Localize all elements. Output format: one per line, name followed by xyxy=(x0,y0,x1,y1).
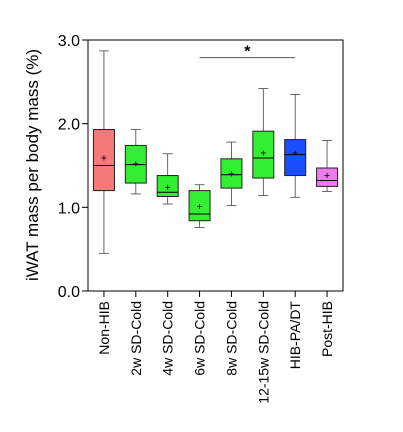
y-tick-label: 1.0 xyxy=(58,200,80,217)
y-tick-label: 3.0 xyxy=(58,33,80,50)
x-tick-label: Post-HIB xyxy=(319,301,335,357)
x-tick-label: 12-15w SD-Cold xyxy=(255,301,271,404)
y-axis-label: iWAT mass per body mass (%) xyxy=(23,49,42,281)
box xyxy=(284,139,307,177)
x-tick-label: Non-HIB xyxy=(96,301,112,355)
x-tick-label: 8w SD-Cold xyxy=(223,301,239,376)
x-tick-label: 4w SD-Cold xyxy=(160,301,176,376)
x-tick-label: 6w SD-Cold xyxy=(192,301,208,376)
x-tick-label: 2w SD-Cold xyxy=(128,301,144,376)
y-tick-label: 0.0 xyxy=(58,284,80,301)
plot-frame xyxy=(87,39,344,292)
plot-area: 0.0 1.0 2.0 3.0 Non-HIB 2w SD-Cold 4w SD-Cold 6… xyxy=(58,33,344,404)
x-tick-label: HIB-PA/DT xyxy=(287,301,303,370)
y-tick-label: 2.0 xyxy=(58,117,80,134)
significance-star: * xyxy=(244,44,251,61)
